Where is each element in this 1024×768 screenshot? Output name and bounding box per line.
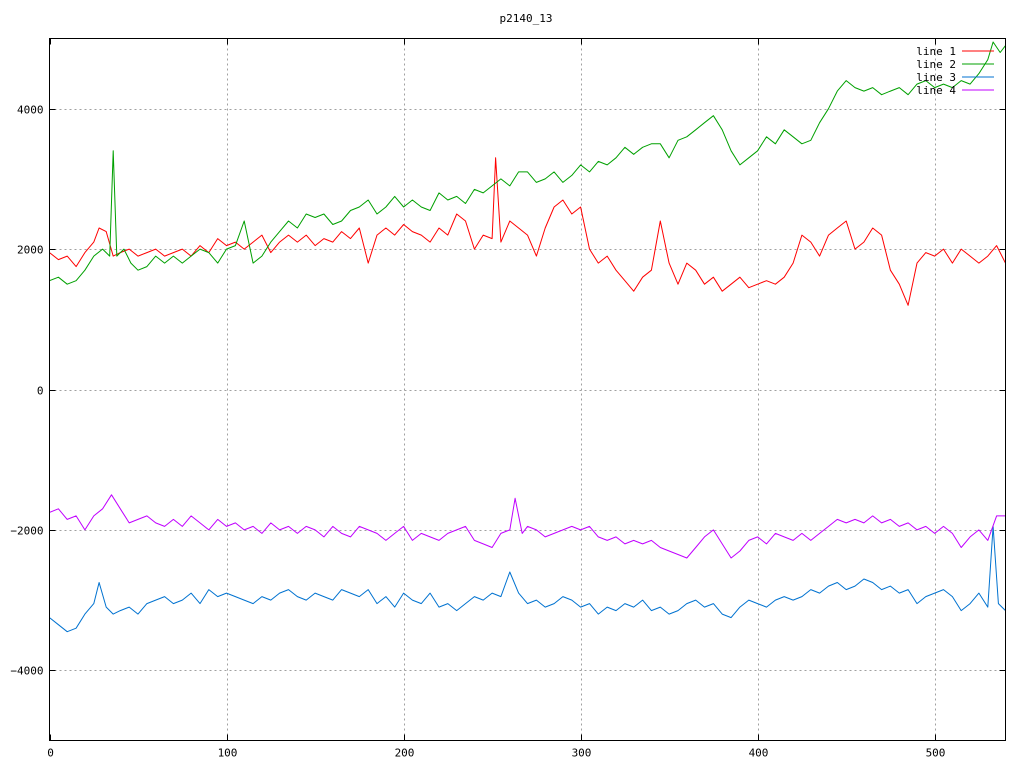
series-line-1 [49, 157, 1006, 306]
legend-label: line 2 [916, 58, 956, 71]
series-line-4 [49, 494, 1006, 559]
x-tick-label: 100 [218, 747, 238, 760]
chart-title: p2140_13 [500, 12, 553, 25]
series-line-2 [49, 41, 1006, 285]
x-tick-label: 200 [395, 747, 415, 760]
legend-label: line 3 [916, 71, 956, 84]
y-tick-label: 2000 [17, 244, 44, 257]
legend-label: line 1 [916, 45, 956, 58]
y-tick-label: 0 [37, 385, 44, 398]
legend-label: line 4 [916, 84, 956, 97]
x-tick-label: 500 [926, 747, 946, 760]
series-layer [49, 41, 1006, 633]
axis-ticks: 0 100 200 300 400 500 −4000 −2000 0 2000 4000 [10, 38, 1006, 760]
x-tick-label: 400 [749, 747, 769, 760]
x-tick-label: 300 [572, 747, 592, 760]
series-line-3 [49, 525, 1006, 633]
plot-frame [49, 38, 1006, 741]
y-tick-label: 4000 [17, 104, 44, 117]
grid-layer [49, 38, 1006, 741]
y-tick-label: −4000 [10, 665, 43, 678]
x-tick-label: 0 [47, 747, 54, 760]
y-tick-label: −2000 [10, 525, 43, 538]
